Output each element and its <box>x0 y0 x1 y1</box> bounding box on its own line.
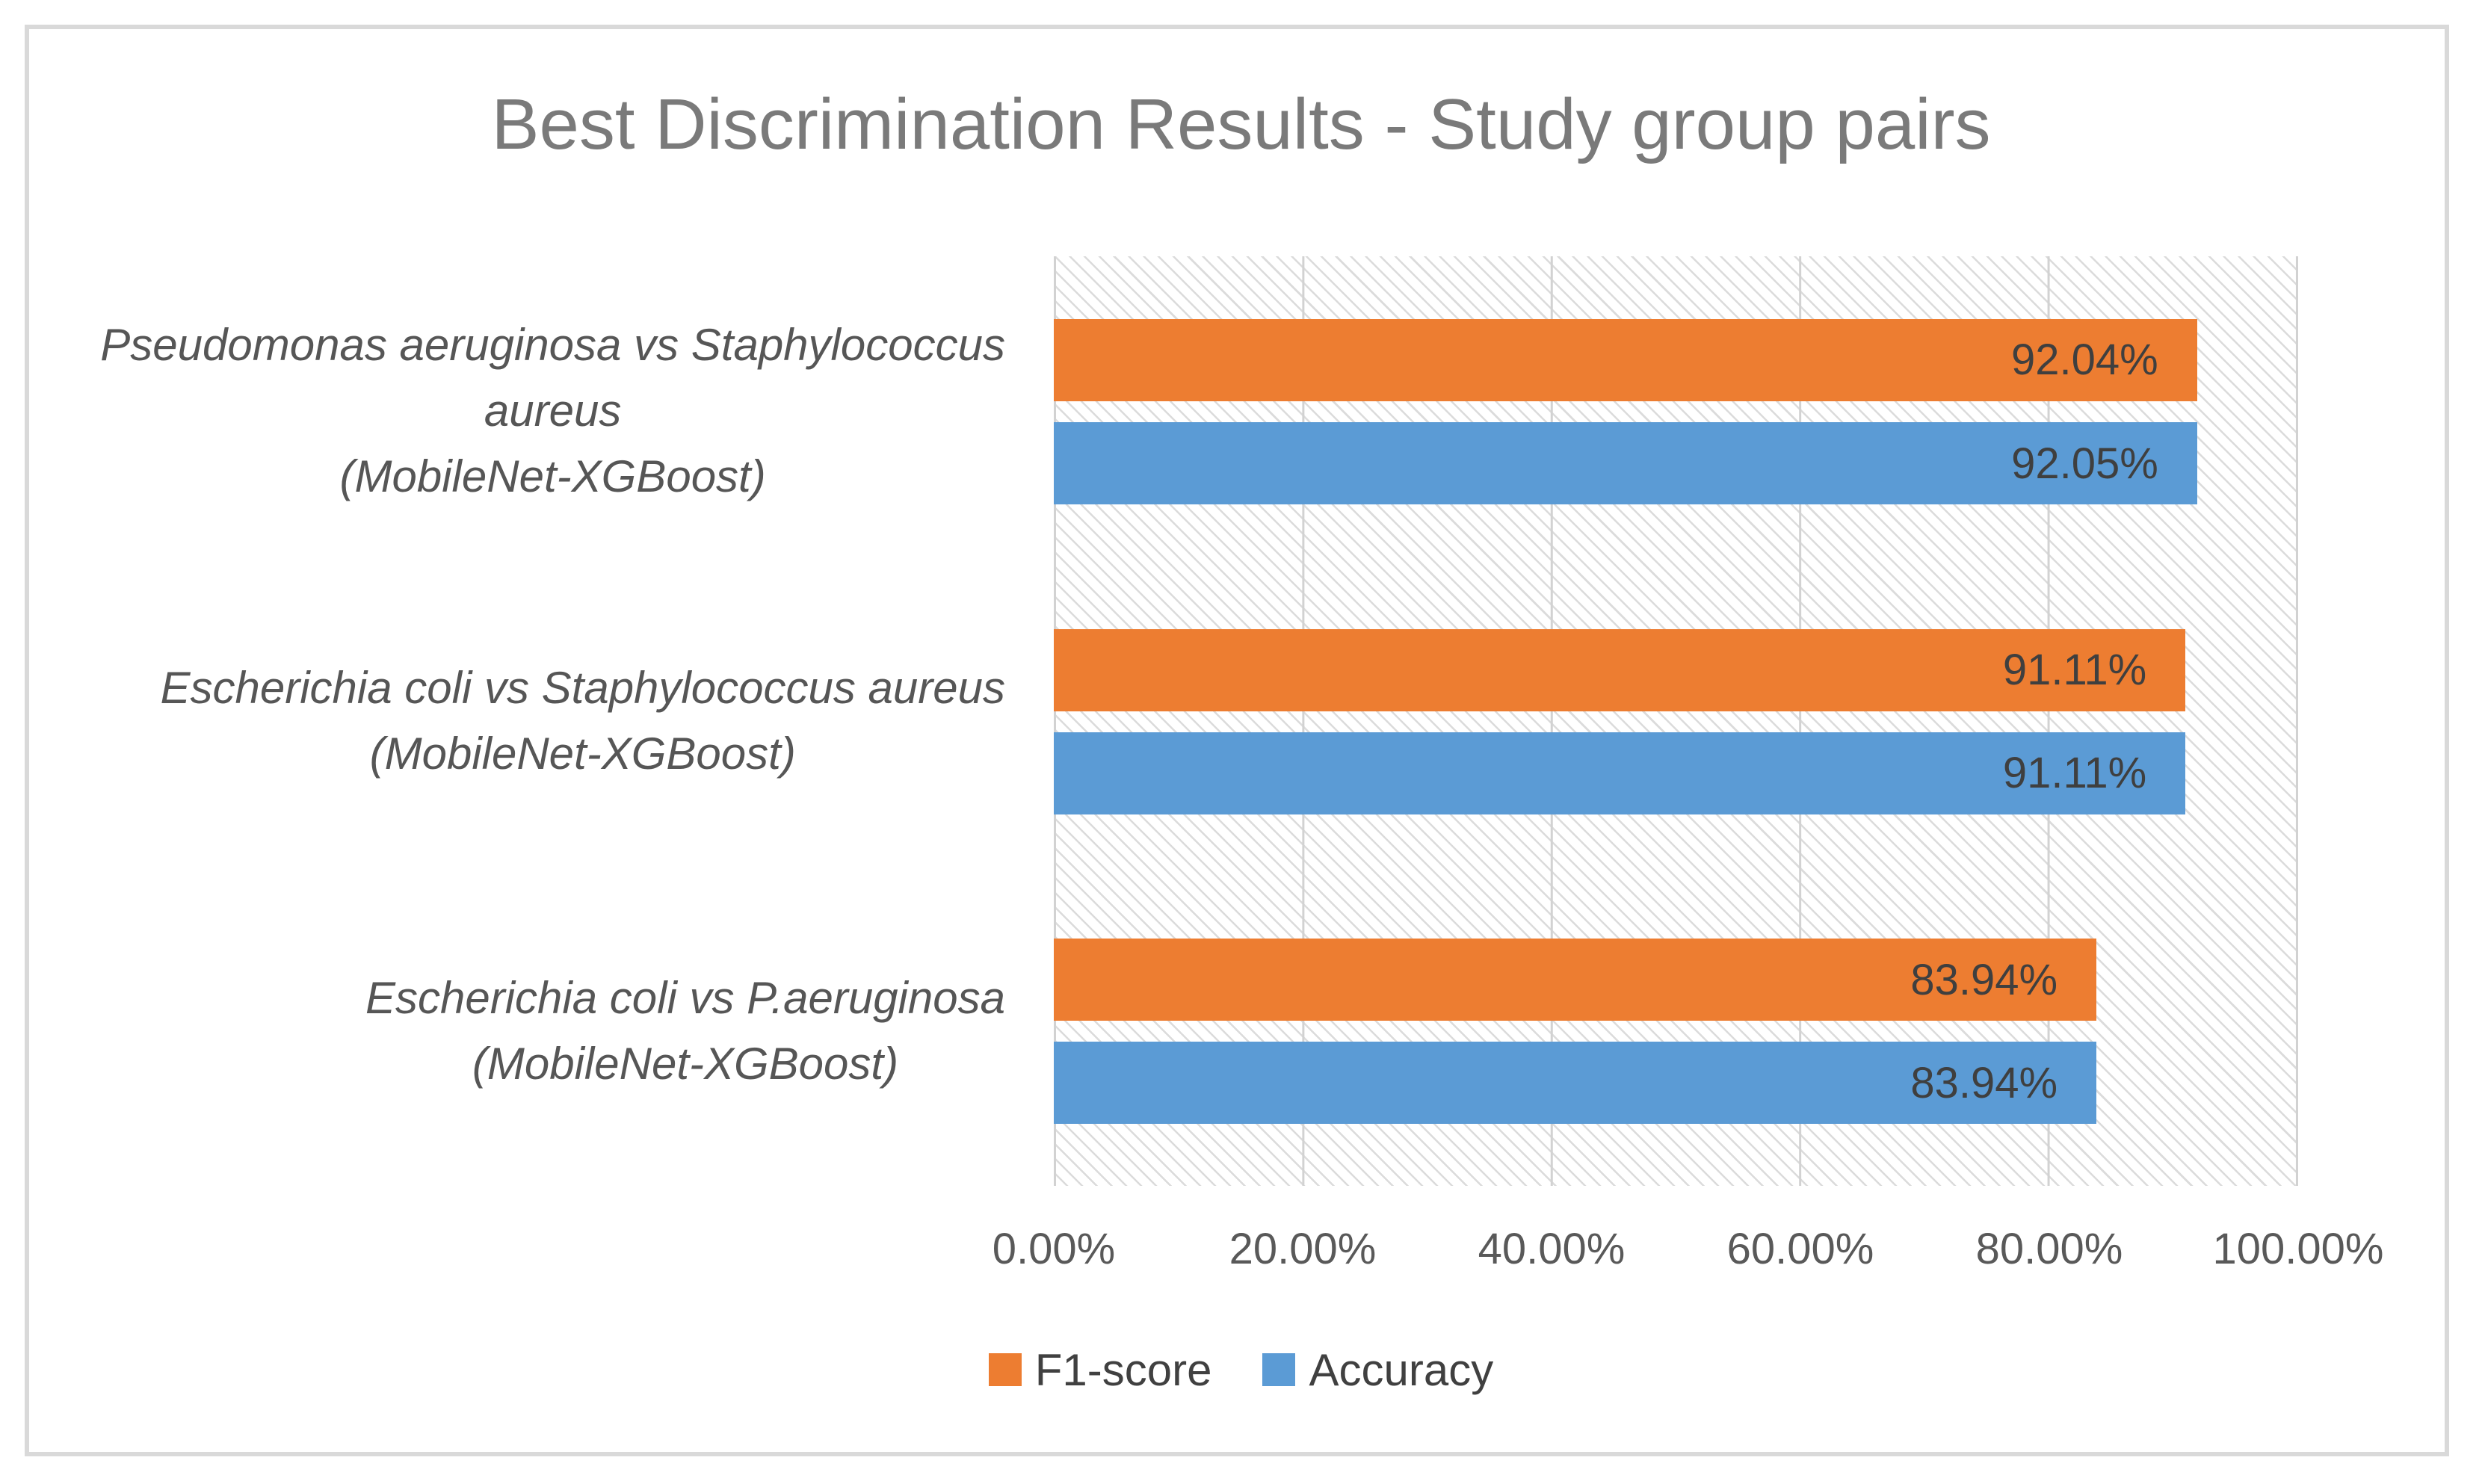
category-axis-labels: Pseudomonas aeruginosa vs Staphylococcus… <box>45 256 1005 1186</box>
legend-label: Accuracy <box>1309 1344 1494 1395</box>
x-axis-tick-label: 20.00% <box>1229 1225 1377 1273</box>
category-label-line: Escherichia coli vs P.aeruginosa <box>365 972 1005 1023</box>
bar-value-label: 83.94% <box>1910 955 2058 1004</box>
bar-value-label: 92.05% <box>2011 439 2158 488</box>
category-label-line: (MobileNet-XGBoost) <box>339 451 766 502</box>
category-label-line: (MobileNet-XGBoost) <box>472 1038 899 1089</box>
plot-area: 92.04% 92.05% 91.11% 91.11% 83.94% 83.94… <box>1054 256 2298 1186</box>
x-axis-tick-label: 40.00% <box>1478 1225 1626 1273</box>
legend: F1-score Accuracy <box>0 1345 2482 1395</box>
bar-accuracy-group-2: 91.11% <box>1054 732 2186 814</box>
category-label-line: Pseudomonas aeruginosa vs Staphylococcus <box>100 320 1005 371</box>
legend-label: F1-score <box>1034 1344 1212 1395</box>
accuracy-swatch-icon <box>1262 1353 1296 1386</box>
category-label-line: (MobileNet-XGBoost) <box>369 728 796 779</box>
f1-score-swatch-icon <box>988 1353 1022 1386</box>
category-label-line: Escherichia coli vs Staphylococcus aureu… <box>160 662 1005 713</box>
x-axis-tick-label: 0.00% <box>992 1225 1116 1273</box>
bar-f1-score-group-3: 83.94% <box>1054 939 2097 1021</box>
bar-accuracy-group-1: 92.05% <box>1054 422 2197 505</box>
bar-value-label: 92.04% <box>2010 336 2158 385</box>
legend-item-accuracy: Accuracy <box>1262 1344 1493 1396</box>
legend-item-f1-score: F1-score <box>988 1344 1212 1396</box>
x-axis-tick-label: 60.00% <box>1726 1225 1874 1273</box>
x-axis-tick-label: 100.00% <box>2212 1225 2384 1273</box>
x-axis: 0.00% 20.00% 40.00% 60.00% 80.00% 100.00… <box>993 1224 2384 1284</box>
bar-accuracy-group-3: 83.94% <box>1054 1042 2097 1125</box>
chart-title: Best Discrimination Results - Study grou… <box>491 84 1991 164</box>
bar-f1-score-group-2: 91.11% <box>1054 628 2186 711</box>
category-label-group-2: Escherichia coli vs Staphylococcus aureu… <box>45 566 1005 877</box>
category-label-group-3: Escherichia coli vs P.aeruginosa (Mobile… <box>45 876 1005 1186</box>
x-axis-tick-label: 80.00% <box>1975 1225 2123 1273</box>
category-label-group-1: Pseudomonas aeruginosa vs Staphylococcus… <box>45 256 1005 566</box>
category-label-line: aureus <box>484 386 622 436</box>
bar-f1-score-group-1: 92.04% <box>1054 318 2197 401</box>
bar-value-label: 83.94% <box>1910 1058 2058 1107</box>
bar-value-label: 91.11% <box>2002 749 2147 798</box>
bar-value-label: 91.11% <box>2002 646 2147 695</box>
